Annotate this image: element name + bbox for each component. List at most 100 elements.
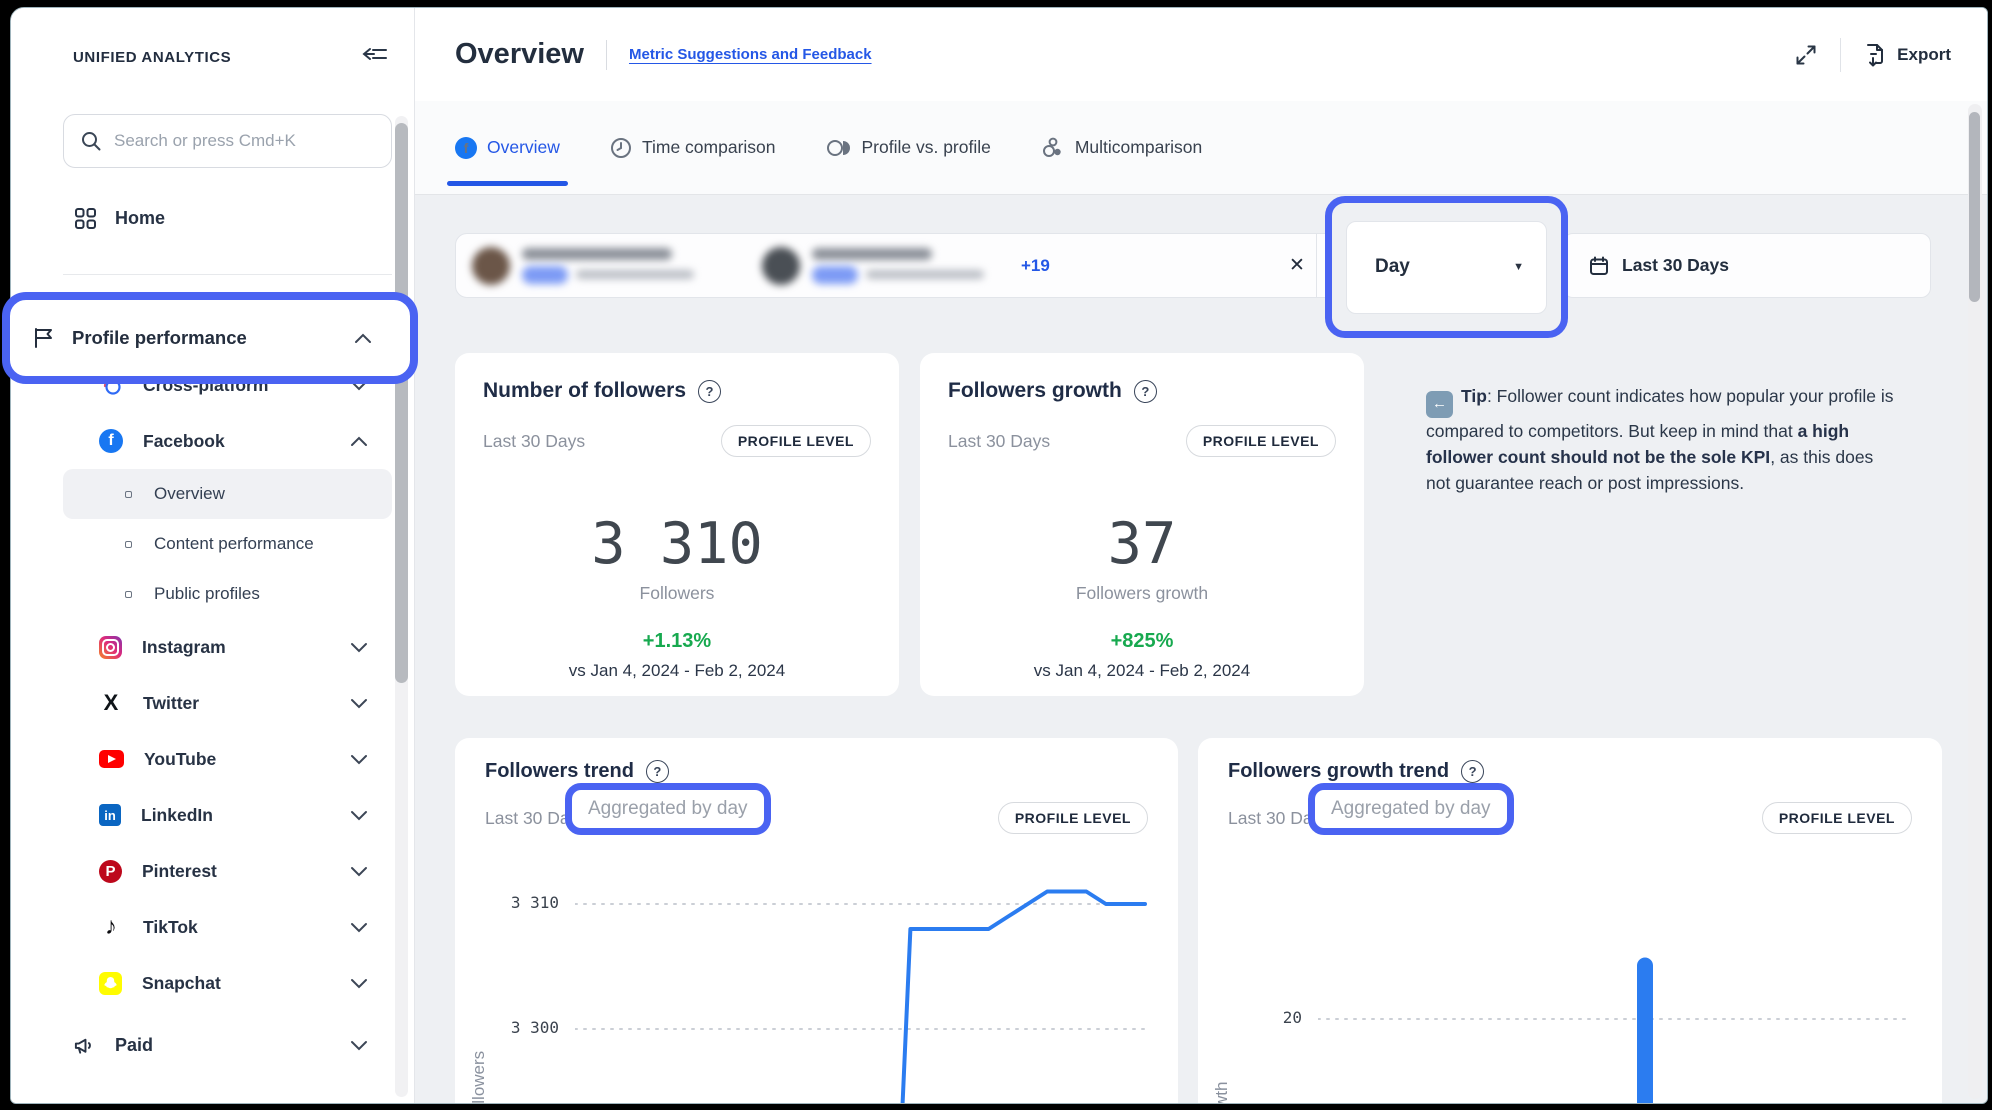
content-area: +19 ✕ Day ▼ Last 30 (415, 195, 1987, 1103)
sidebar-scrollbar-thumb[interactable] (395, 123, 408, 683)
profile-level-badge: PROFILE LEVEL (1761, 802, 1912, 834)
search-icon (80, 130, 102, 152)
tab-overview[interactable]: f Overview (447, 101, 568, 194)
blurred-network-badge (812, 265, 858, 284)
sidebar-item-content-performance[interactable]: Content performance (63, 519, 392, 569)
chevron-down-icon (350, 978, 370, 989)
clear-selection-icon[interactable]: ✕ (1289, 255, 1305, 276)
sidebar-item-linkedin[interactable]: in LinkedIn (11, 787, 414, 843)
sidebar-item-twitter[interactable]: X Twitter (11, 675, 414, 731)
tab-multicomparison[interactable]: Multicomparison (1041, 101, 1202, 194)
selected-profile-chip[interactable] (472, 246, 722, 285)
date-range-label: Last 30 Days (1622, 255, 1730, 275)
expand-fullscreen-icon[interactable] (1794, 43, 1818, 67)
bar-plot (1318, 957, 1912, 1103)
sidebar-item-label: Facebook (143, 430, 225, 451)
sidebar-item-instagram[interactable]: Instagram (11, 619, 414, 675)
aggregated-by-day-annotation: Aggregated by day (1308, 783, 1514, 835)
date-range-button[interactable]: Last 30 Days (1563, 233, 1931, 298)
chevron-up-icon (350, 436, 370, 447)
sidebar-item-facebook[interactable]: f Facebook (11, 413, 414, 469)
help-icon[interactable] (698, 379, 722, 403)
sidebar-item-youtube[interactable]: YouTube (11, 731, 414, 787)
search-input[interactable] (114, 131, 375, 151)
multicomparison-icon (1041, 136, 1065, 159)
chevron-up-icon (354, 333, 374, 344)
export-button[interactable]: Export (1863, 42, 1951, 68)
period-label: Last 30 Days (948, 430, 1051, 451)
sidebar-item-label: Pinterest (142, 860, 217, 881)
followers-trend-chart: 3 310 3 300 Number of followers (469, 877, 1148, 1103)
calendar-icon (1588, 255, 1610, 277)
comparison-period: vs Jan 4, 2024 - Feb 2, 2024 (1033, 661, 1251, 680)
chevron-down-icon (350, 642, 370, 653)
sidebar-item-public-profiles[interactable]: Public profiles (63, 569, 392, 619)
chevron-down-icon (350, 866, 370, 877)
sidebar-item-label: Paid (115, 1034, 154, 1055)
sidebar-item-label: Profile performance (72, 327, 247, 348)
y-tick-label: 20 (1282, 1008, 1302, 1027)
tab-label: Time comparison (641, 137, 776, 157)
tip-body: : Follower count indicates how popular y… (1426, 386, 1894, 441)
profile-level-badge: PROFILE LEVEL (720, 425, 871, 457)
filters-toolbar: +19 ✕ Day ▼ Last 30 (455, 196, 1945, 338)
sidebar-item-tiktok[interactable]: ♪ TikTok (11, 899, 414, 955)
main-scrollbar-track[interactable] (1968, 104, 1982, 1099)
sidebar-item-label: Public profiles (154, 584, 260, 603)
sidebar-item-label: Overview (154, 484, 225, 503)
sidebar-item-facebook-overview[interactable]: Overview (63, 469, 392, 519)
followers-growth-trend-card: Followers growth trend Last 30 Days, Agg… (1198, 738, 1942, 1103)
sidebar-item-pinterest[interactable]: P Pinterest (11, 843, 414, 899)
tip-text: ← Tip: Follower count indicates how popul… (1426, 353, 1896, 696)
search-box[interactable] (63, 114, 392, 168)
sidebar-item-home[interactable]: Home (11, 192, 414, 244)
chevron-down-icon (350, 698, 370, 709)
toolbar-divider (1316, 233, 1317, 298)
tab-label: Multicomparison (1074, 137, 1203, 157)
clock-icon (610, 137, 632, 159)
flag-icon (32, 326, 56, 350)
help-icon[interactable] (1133, 379, 1157, 403)
tip-body: , as this does not guarantee reach or po… (1426, 447, 1874, 494)
sidebar-item-paid[interactable]: Paid (11, 1019, 414, 1071)
selected-profile-chip[interactable] (762, 246, 1012, 285)
sidebar-item-label: Snapchat (142, 972, 221, 993)
header-divider (1840, 37, 1842, 72)
sidebar-item-label: YouTube (144, 748, 217, 769)
chart-title: Followers growth trend (1228, 760, 1450, 782)
sidebar-item-label: Instagram (142, 636, 226, 657)
home-grid-icon (73, 206, 97, 230)
export-file-icon (1867, 43, 1884, 66)
chevron-down-icon: ▼ (1513, 261, 1524, 273)
aggregation-dropdown[interactable]: Day ▼ (1346, 220, 1547, 314)
sidebar-item-snapchat[interactable]: Snapchat (11, 955, 414, 1011)
blurred-profile-name (812, 247, 932, 260)
main-scrollbar-thumb[interactable] (1969, 112, 1980, 302)
chevron-down-icon (350, 754, 370, 765)
followers-growth-trend-chart: 20 0 Followers growth (1212, 877, 1912, 1103)
tab-profile-vs-profile[interactable]: Profile vs. profile (826, 101, 991, 194)
tab-time-comparison[interactable]: Time comparison (610, 101, 776, 194)
more-profiles-count[interactable]: +19 (1021, 255, 1050, 275)
twitter-x-icon: X (103, 690, 119, 715)
sidebar-collapse-icon[interactable] (362, 44, 388, 70)
youtube-icon (99, 750, 124, 768)
facebook-icon: f (99, 429, 123, 453)
help-icon[interactable] (645, 760, 669, 783)
line-plot (575, 889, 1148, 1103)
profile-performance-annotation[interactable]: Profile performance (2, 292, 418, 384)
aggregated-by-day-annotation: Aggregated by day (565, 783, 771, 835)
help-icon[interactable] (1461, 760, 1485, 783)
followers-trend-card: Followers trend Last 30 Days, Aggregated… (455, 738, 1178, 1103)
tip-label: Tip (1461, 386, 1487, 406)
card-title: Number of followers (483, 379, 687, 402)
export-label: Export (1897, 44, 1951, 64)
tip-bold: a high follower count should not be the … (1426, 420, 1850, 467)
bullet-icon (125, 540, 132, 548)
stat-unit: Followers (639, 583, 715, 603)
bullet-icon (125, 490, 132, 498)
aggregation-value: Day (1375, 256, 1410, 277)
avatar (472, 246, 510, 285)
metric-suggestions-link[interactable]: Metric Suggestions and Feedback (628, 46, 872, 63)
sidebar-item-label: LinkedIn (141, 804, 213, 825)
